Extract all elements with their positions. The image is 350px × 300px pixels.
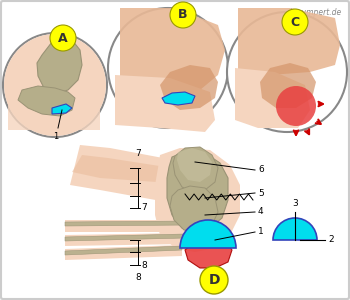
Polygon shape (177, 148, 212, 182)
Circle shape (282, 9, 308, 35)
Text: 7: 7 (135, 149, 141, 158)
Text: 6: 6 (258, 166, 264, 175)
Polygon shape (65, 220, 190, 232)
Text: 4: 4 (258, 208, 264, 217)
Circle shape (108, 8, 228, 128)
Polygon shape (65, 221, 190, 226)
Text: dr-gumpert.de: dr-gumpert.de (287, 8, 342, 17)
Polygon shape (65, 234, 185, 241)
Polygon shape (170, 186, 218, 232)
Polygon shape (238, 8, 340, 75)
Wedge shape (180, 220, 236, 248)
Text: 7: 7 (141, 203, 147, 212)
Polygon shape (120, 8, 225, 98)
Polygon shape (65, 246, 182, 255)
Circle shape (200, 266, 228, 294)
Text: B: B (178, 8, 188, 22)
Polygon shape (235, 68, 310, 128)
Circle shape (50, 25, 76, 51)
Polygon shape (155, 148, 240, 252)
Polygon shape (8, 105, 100, 130)
Text: 8: 8 (135, 273, 141, 282)
Polygon shape (260, 63, 316, 108)
Polygon shape (65, 233, 185, 246)
Circle shape (227, 12, 347, 132)
Circle shape (3, 33, 107, 137)
Text: 5: 5 (258, 188, 264, 197)
Polygon shape (65, 245, 182, 260)
Text: D: D (208, 273, 220, 287)
Polygon shape (72, 155, 198, 185)
Text: 1: 1 (53, 132, 59, 141)
Text: C: C (290, 16, 300, 28)
Polygon shape (185, 238, 232, 268)
Polygon shape (37, 38, 82, 94)
Wedge shape (273, 218, 317, 240)
Polygon shape (167, 152, 228, 232)
Polygon shape (162, 92, 195, 105)
Text: 2: 2 (328, 236, 334, 244)
Polygon shape (52, 104, 72, 114)
Polygon shape (70, 145, 220, 208)
Polygon shape (115, 75, 215, 132)
Polygon shape (18, 86, 75, 116)
Circle shape (170, 2, 196, 28)
Polygon shape (160, 65, 218, 110)
Text: A: A (58, 32, 68, 44)
Circle shape (276, 86, 316, 126)
Text: 8: 8 (141, 260, 147, 269)
Text: 1: 1 (258, 227, 264, 236)
Polygon shape (173, 147, 218, 192)
Circle shape (4, 34, 106, 136)
Text: 3: 3 (292, 199, 298, 208)
